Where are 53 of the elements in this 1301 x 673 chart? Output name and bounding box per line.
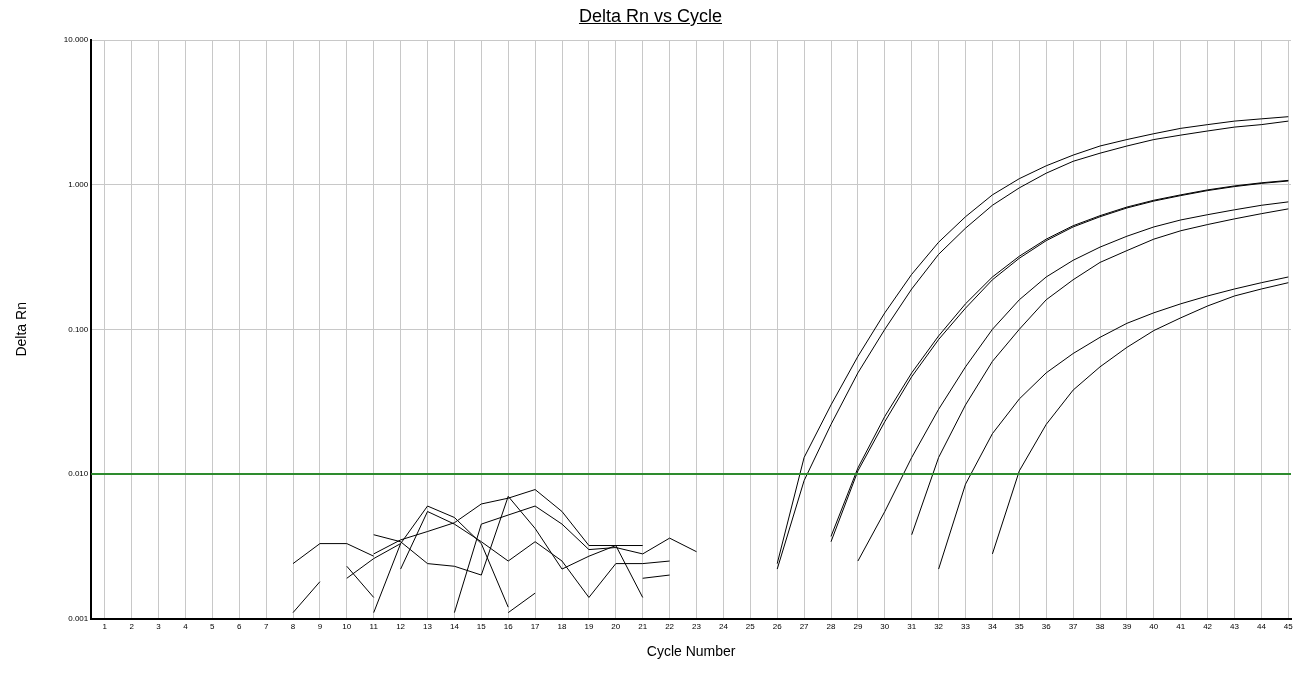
x-tick-label: 6: [236, 621, 242, 631]
x-tick-label: 20: [611, 621, 621, 631]
x-tick-label: 36: [1041, 621, 1052, 631]
x-tick-label: 3: [156, 621, 162, 631]
x-tick-label: 40: [1149, 621, 1159, 631]
x-tick-label: 27: [799, 621, 810, 631]
x-tick-label: 11: [369, 621, 379, 631]
x-tick-label: 2: [129, 621, 135, 631]
x-tick-label: 17: [530, 621, 541, 631]
x-tick-label: 18: [557, 621, 568, 631]
x-tick-label: 24: [718, 621, 729, 631]
x-tick-label: 8: [290, 621, 296, 631]
x-tick-label: 13: [423, 621, 433, 631]
x-tick-label: 19: [584, 621, 594, 631]
chart-title: Delta Rn vs Cycle: [577, 6, 723, 27]
x-tick-label: 43: [1230, 621, 1240, 631]
x-tick-label: 26: [772, 621, 783, 631]
x-tick-label: 30: [880, 621, 890, 631]
x-tick-label: 35: [1014, 621, 1025, 631]
x-tick-label: 32: [934, 621, 944, 631]
x-tick-label: 4: [183, 621, 189, 631]
x-tick-label: 14: [449, 621, 460, 631]
x-tick-label: 42: [1203, 621, 1213, 631]
x-tick-label: 34: [987, 621, 998, 631]
x-tick-label: 31: [907, 621, 917, 631]
x-tick-label: 5: [210, 621, 216, 631]
x-tick-label: 21: [638, 621, 648, 631]
x-tick-label: 38: [1095, 621, 1106, 631]
x-tick-label: 1: [102, 621, 108, 631]
x-tick-label: 7: [263, 621, 269, 631]
y-tick-label: 10.000: [63, 35, 89, 45]
y-tick-label: 0.010: [68, 469, 89, 479]
x-tick-label: 10: [342, 621, 352, 631]
x-tick-label: 33: [961, 621, 971, 631]
x-tick-label: 9: [317, 621, 323, 631]
x-tick-label: 25: [745, 621, 756, 631]
y-tick-label: 1.000: [68, 179, 89, 189]
x-tick-label: 41: [1176, 621, 1186, 631]
x-tick-label: 39: [1122, 621, 1132, 631]
y-tick-label: 0.001: [68, 613, 89, 623]
x-tick-label: 29: [853, 621, 863, 631]
x-tick-label: 16: [503, 621, 514, 631]
x-tick-label: 45: [1283, 621, 1294, 631]
x-tick-label: 12: [396, 621, 406, 631]
x-tick-label: 37: [1068, 621, 1079, 631]
x-tick-label: 23: [692, 621, 702, 631]
x-tick-label: 22: [665, 621, 675, 631]
y-tick-label: 0.100: [68, 324, 89, 334]
x-axis-title: Cycle Number: [646, 643, 736, 660]
y-axis-title: Delta Rn: [13, 302, 30, 357]
x-tick-label: 28: [826, 621, 837, 631]
x-tick-label: 44: [1256, 621, 1267, 631]
x-tick-label: 15: [476, 621, 487, 631]
